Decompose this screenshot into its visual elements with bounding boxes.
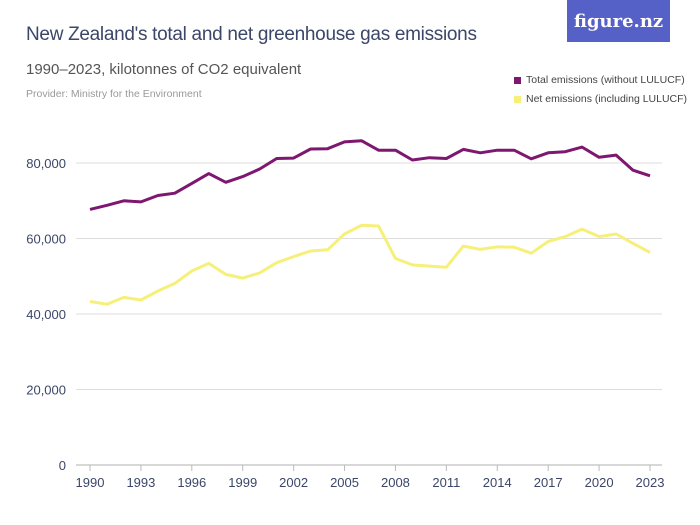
x-tick-label: 2005 [330,475,359,490]
legend-item-total: Total emissions (without LULUCF) [514,74,685,86]
series-line-total [89,139,651,211]
x-tick-label: 1990 [76,475,105,490]
y-tick-label: 80,000 [26,156,66,171]
legend-swatch-total [514,76,521,84]
x-tick-label: 1999 [228,475,257,490]
x-tick-label: 1996 [177,475,206,490]
x-tick-label: 1993 [126,475,155,490]
x-tick-label: 2014 [483,475,512,490]
x-tick-label: 2011 [432,475,460,490]
x-tick-label: 2020 [585,475,614,490]
legend-label-net: Net emissions (including LULUCF) [526,93,688,105]
x-tick-label: 2023 [636,475,665,490]
y-tick-label: 20,000 [26,383,66,398]
y-tick-label: 0 [59,458,66,473]
y-tick-label: 40,000 [26,307,66,322]
legend-swatch-net [514,95,521,103]
series-line-net [89,223,651,306]
chart-subtitle: 1990–2023, kilotonnes of CO2 equivalent [26,61,302,78]
x-tick-label: 2008 [381,475,410,490]
legend-item-net: Net emissions (including LULUCF) [514,93,687,105]
figure-nz-logo[interactable]: figure.nz [567,0,670,42]
x-tick-label: 2017 [534,475,563,490]
x-tick-label: 2002 [279,475,308,490]
provider-text: Provider: Ministry for the Environment [26,88,202,100]
legend-label-total: Total emissions (without LULUCF) [526,74,685,86]
chart-title: New Zealand's total and net greenhouse g… [26,24,477,45]
y-tick-label: 60,000 [26,232,66,247]
